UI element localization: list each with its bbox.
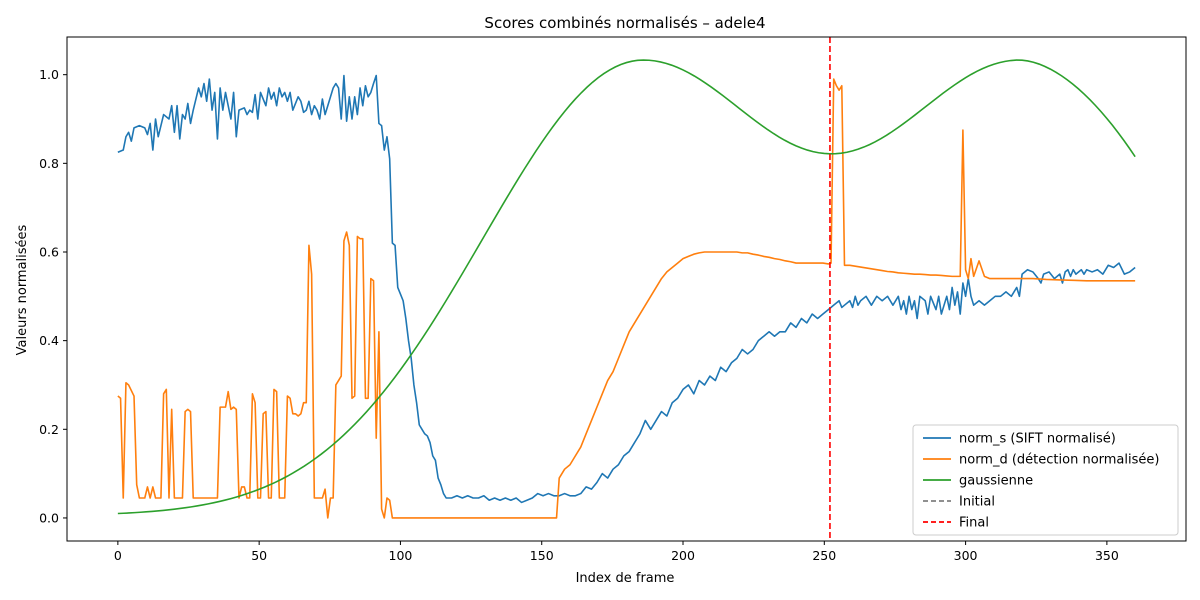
axes-frame: [66, 36, 1187, 542]
series-group: [117, 37, 1136, 541]
legend-label: norm_s (SIFT normalisé): [959, 432, 1116, 447]
x-axis-label: Index de frame: [576, 571, 675, 586]
x-tick-label: 50: [251, 548, 267, 563]
x-tick-label: 250: [812, 548, 836, 563]
legend: norm_s (SIFT normalisé) norm_d (détection…: [912, 424, 1179, 536]
y-axis-label: Valeurs normalisées: [15, 224, 30, 355]
x-tick-label: 100: [389, 548, 413, 563]
x-tick-label: 350: [1095, 548, 1119, 563]
x-tick-label: 0: [114, 548, 122, 563]
y-tick-label: 0.8: [39, 156, 59, 171]
x-tick-label: 200: [671, 548, 695, 563]
y-tick-label: 0.2: [39, 422, 59, 437]
x-tick-label: 150: [530, 548, 554, 563]
x-tick-label: 300: [954, 548, 978, 563]
legend-label: norm_d (détection normalisée): [959, 453, 1159, 468]
y-tick-label: 0.4: [39, 333, 59, 348]
series-line-norm-d: [117, 78, 1136, 519]
y-tick-label: 0.6: [39, 244, 59, 259]
legend-label: Final: [959, 516, 989, 531]
y-tick-label: 0.0: [39, 510, 59, 525]
y-tick-label: 1.0: [39, 67, 59, 82]
legend-label: Initial: [959, 495, 995, 510]
chart-title: Scores combinés normalisés – adele4: [484, 14, 765, 32]
legend-label: gaussienne: [959, 474, 1033, 489]
series-line-norm-s: [117, 74, 1136, 504]
series-line-gaussienne: [117, 59, 1136, 515]
legend-box: [912, 424, 1179, 536]
plot-area: 0 50 100 150 200 250 300 350 0.0 0.2 0.4 0.6 0.8 1.0: [39, 36, 1187, 563]
